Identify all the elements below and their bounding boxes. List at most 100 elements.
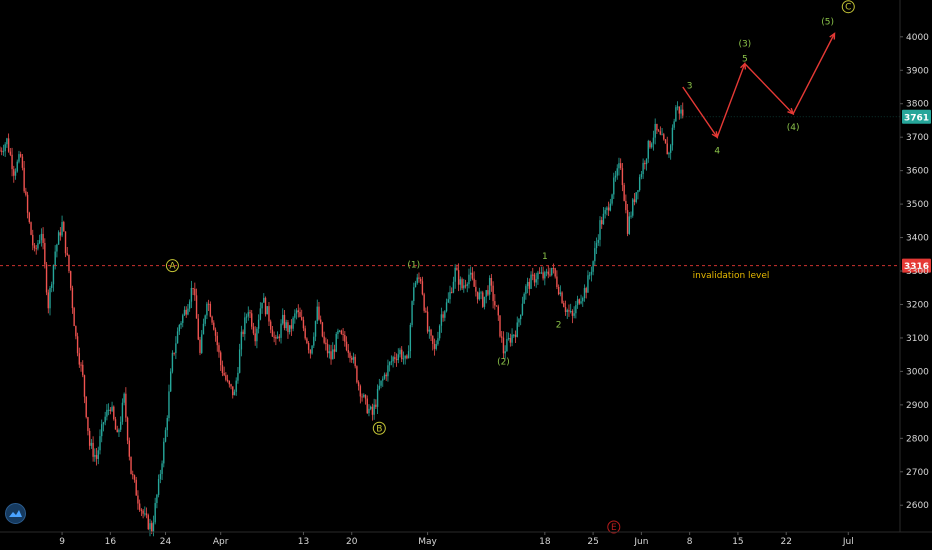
candle-body — [478, 292, 481, 300]
candle-body — [561, 292, 563, 304]
candle-body — [94, 455, 96, 457]
candle-body — [578, 299, 581, 304]
candle-body — [359, 386, 362, 397]
candle-body — [249, 312, 251, 314]
candle-body — [425, 310, 427, 312]
invalidation-price-tag — [902, 258, 931, 273]
candle-body — [659, 131, 662, 135]
candle-body — [387, 365, 389, 377]
candle-body — [506, 339, 508, 352]
price-tick-label: 3100 — [906, 334, 929, 344]
candle-body — [13, 169, 15, 176]
candle-body — [301, 317, 303, 320]
candle-body — [209, 304, 212, 317]
time-tick-label: 22 — [780, 537, 791, 547]
tradingview-logo-icon[interactable] — [5, 503, 26, 524]
time-tick-label: Jun — [633, 537, 648, 547]
candle-body — [545, 271, 548, 273]
candle-body — [440, 314, 443, 326]
candle-body — [269, 321, 272, 330]
candle-body — [221, 365, 224, 373]
candle-body — [188, 301, 191, 309]
candle-body — [137, 495, 139, 504]
candle-body — [256, 328, 258, 342]
candle-body — [447, 299, 449, 303]
candle-body — [154, 503, 156, 523]
candle-body — [392, 357, 394, 362]
candle-body — [342, 333, 344, 335]
candle-body — [132, 474, 134, 476]
candle-body — [152, 522, 155, 532]
projection-arrowhead — [829, 32, 836, 40]
candle-body — [83, 375, 86, 397]
price-tick-label: 2700 — [906, 468, 929, 478]
candle-body — [192, 287, 194, 289]
candle-body — [314, 321, 317, 337]
candle-body — [502, 337, 505, 354]
candle-body — [1, 150, 3, 152]
candle-body — [282, 314, 284, 324]
candle-body — [633, 199, 636, 203]
candle-body — [678, 106, 681, 114]
candle-body — [354, 356, 356, 367]
candle-body — [549, 274, 551, 276]
candle-body — [414, 282, 417, 288]
candle-body — [226, 379, 229, 382]
candle-body — [428, 329, 431, 332]
candle-body — [402, 358, 405, 360]
candle-body — [135, 479, 137, 496]
candle-body — [156, 494, 158, 504]
candle-body — [213, 322, 215, 330]
wave-label: A — [169, 262, 176, 272]
candle-body — [588, 274, 591, 276]
candle-body — [2, 151, 5, 153]
candle-body — [592, 261, 594, 272]
candle-body — [23, 167, 25, 192]
time-axis[interactable]: 9 16 24 Apr 13 20 May 18 25 Jun 8 15 22 Jul — [59, 532, 854, 547]
candle-body — [371, 406, 374, 415]
time-tick-label: 18 — [539, 537, 551, 547]
price-axis[interactable]: 2600 2700 2800 2900 3000 3100 3200 3300 3400 3500… — [900, 33, 929, 511]
candle-body — [316, 306, 318, 322]
candle-body — [144, 513, 146, 515]
candle-body — [85, 396, 87, 418]
time-tick-label: Apr — [213, 537, 229, 547]
candle-body — [551, 267, 553, 276]
candle-body — [66, 253, 68, 255]
candle-body — [18, 154, 20, 162]
candle-body — [638, 177, 641, 191]
candle-body — [559, 292, 562, 295]
candle-body — [657, 130, 660, 132]
candle-body — [116, 429, 118, 433]
candle-body — [602, 213, 605, 225]
candle-body — [475, 286, 477, 292]
candle-body — [426, 311, 429, 332]
candle-body — [649, 140, 651, 148]
candle-body — [187, 308, 189, 315]
candle-body — [395, 359, 398, 361]
candle-body — [54, 251, 56, 266]
candle-body — [407, 351, 410, 359]
candle-body — [57, 232, 60, 245]
candle-body — [514, 334, 517, 337]
candle-body — [485, 290, 487, 297]
candle-body — [451, 291, 453, 293]
candle-body — [9, 151, 12, 155]
wave-label: 1 — [542, 252, 548, 262]
wave-label-circle — [841, 0, 855, 14]
candle-body — [611, 194, 613, 204]
candle-body — [682, 109, 684, 116]
candle-body — [533, 274, 536, 283]
time-tick-label: 20 — [346, 537, 358, 547]
candle-body — [257, 319, 260, 329]
candle-body — [537, 272, 539, 280]
candle-body — [449, 291, 451, 300]
candle-body — [130, 456, 132, 475]
candle-body — [423, 294, 425, 311]
candle-body — [302, 319, 305, 329]
candle-body — [183, 309, 186, 316]
candle-body — [254, 333, 256, 342]
price-tick-label: 3400 — [906, 234, 929, 244]
candle-body — [480, 292, 482, 294]
